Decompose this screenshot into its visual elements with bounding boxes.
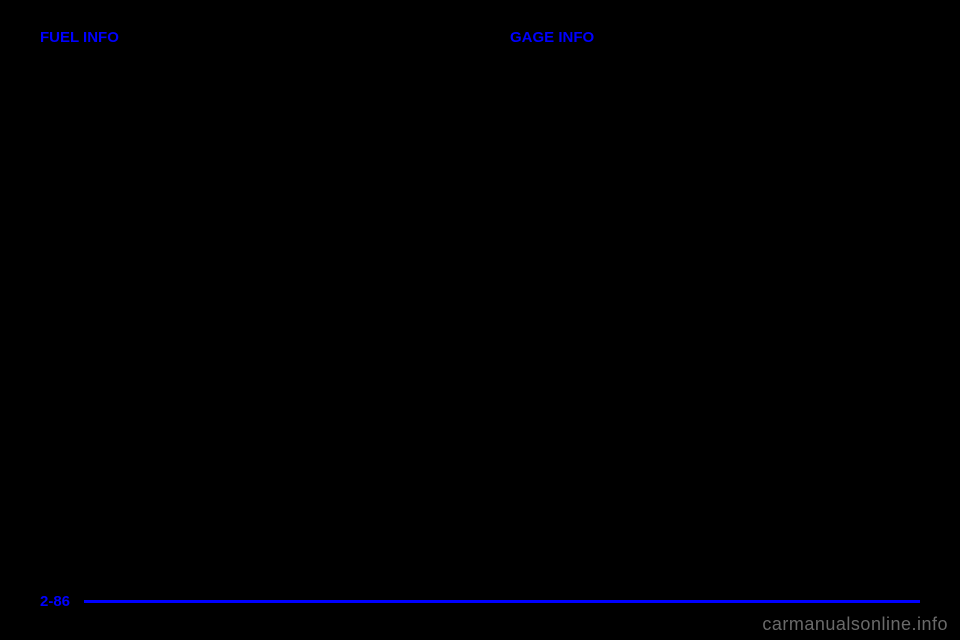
right-paragraph-3: Press GAGE INFO again to display OIL LIF… [510,180,920,261]
left-paragraph-1: Press the FUEL INFO button to display fu… [40,55,450,297]
page: FUEL INFO Press the FUEL INFO button to … [0,0,960,640]
page-footer: 2-86 [40,583,920,610]
footer-rule [84,600,920,603]
left-heading: FUEL INFO [40,26,450,49]
right-paragraph-2: Press GAGE INFO to display OIL PSI (pres… [510,128,920,168]
page-number: 2-86 [40,593,70,610]
right-heading: GAGE INFO [510,26,920,49]
left-column: FUEL INFO Press the FUEL INFO button to … [40,26,450,583]
right-paragraph-1: Press this button to display oil pressur… [510,55,920,115]
right-column: GAGE INFO Press this button to display o… [510,26,920,583]
watermark-text: carmanualsonline.info [762,614,948,635]
two-column-layout: FUEL INFO Press the FUEL INFO button to … [40,26,920,583]
